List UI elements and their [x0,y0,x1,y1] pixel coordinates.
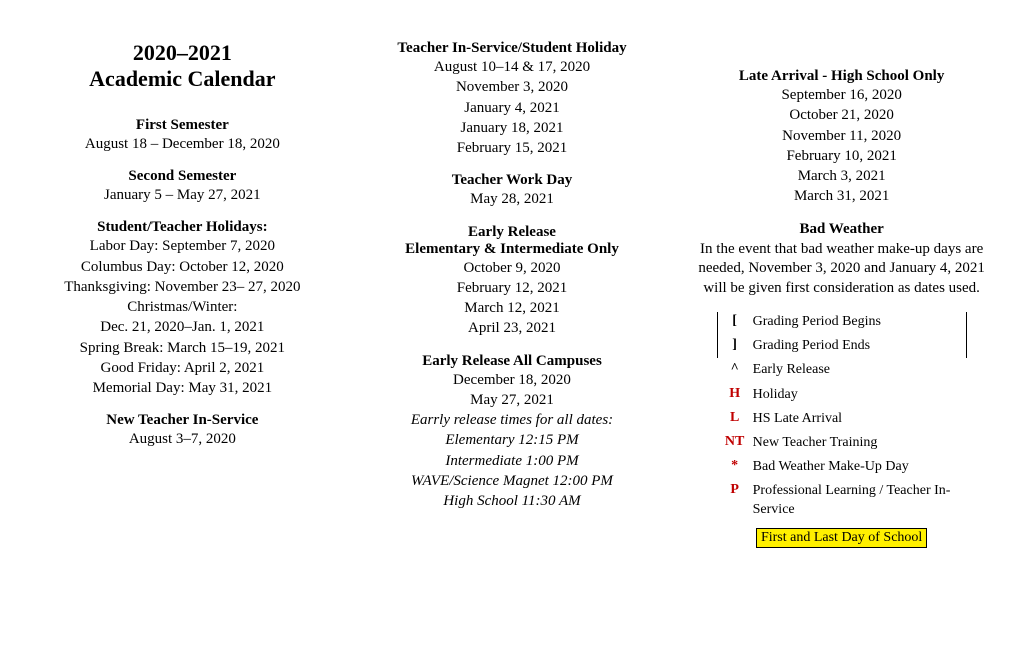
highlight-row: First and Last Day of School [685,522,998,548]
main-title: 2020–2021 Academic Calendar [26,40,339,93]
title-line-1: 2020–2021 [26,40,339,66]
holiday-line: Dec. 21, 2020–Jan. 1, 2021 [26,317,339,337]
legend-right-bar [966,312,967,358]
late-arrival-date: February 10, 2021 [685,146,998,166]
legend-row: NTNew Teacher Training [717,431,967,455]
early-release-time: Earrly release times for all dates: [356,410,669,430]
inservice-heading: Teacher In-Service/Student Holiday [356,40,669,57]
early-release-elem-list: October 9, 2020February 12, 2021March 12… [356,258,669,339]
first-semester-dates: August 18 – December 18, 2020 [26,134,339,154]
early-release-time: Intermediate 1:00 PM [356,451,669,471]
late-arrival-heading: Late Arrival - High School Only [685,68,998,85]
early-release-time: WAVE/Science Magnet 12:00 PM [356,471,669,491]
holidays-heading: Student/Teacher Holidays: [26,219,339,236]
early-release-time: Elementary 12:15 PM [356,430,669,450]
holiday-line: Thanksgiving: November 23– 27, 2020 [26,277,339,297]
legend-symbol: [ [717,313,753,329]
first-last-day-highlight: First and Last Day of School [756,528,927,548]
early-release-elem-date: March 12, 2021 [356,298,669,318]
inservice-date: January 4, 2021 [356,98,669,118]
early-release-all-list: December 18, 2020May 27, 2021 [356,370,669,411]
late-arrival-date: March 3, 2021 [685,166,998,186]
late-arrival-list: September 16, 2020October 21, 2020Novemb… [685,85,998,207]
new-teacher-dates: August 3–7, 2020 [26,429,339,449]
early-release-elem-heading-2: Elementary & Intermediate Only [356,241,669,258]
holiday-line: Labor Day: September 7, 2020 [26,236,339,256]
legend-symbol: H [717,386,753,402]
legend-label: Bad Weather Make-Up Day [753,458,967,476]
early-release-elem-date: February 12, 2021 [356,278,669,298]
legend-row: ]Grading Period Ends [717,334,967,358]
late-arrival-date: November 11, 2020 [685,126,998,146]
bad-weather-heading: Bad Weather [685,221,998,238]
early-release-all-heading: Early Release All Campuses [356,353,669,370]
new-teacher-heading: New Teacher In-Service [26,412,339,429]
early-release-elem-date: April 23, 2021 [356,318,669,338]
legend-label: Early Release [753,361,967,379]
inservice-date: November 3, 2020 [356,77,669,97]
holiday-line: Columbus Day: October 12, 2020 [26,257,339,277]
title-line-2: Academic Calendar [26,66,339,92]
holiday-line: Christmas/Winter: [26,297,339,317]
early-release-times-list: Earrly release times for all dates:Eleme… [356,410,669,511]
legend-symbol: ] [717,337,753,353]
legend-label: Professional Learning / Teacher In-Servi… [753,482,967,518]
legend-row: PProfessional Learning / Teacher In-Serv… [717,479,967,521]
second-semester-heading: Second Semester [26,168,339,185]
legend-label: Grading Period Ends [753,337,967,355]
legend-row: ^Early Release [717,358,967,382]
columns-container: 2020–2021 Academic Calendar First Semest… [20,40,1004,640]
legend-row: [Grading Period Begins [717,310,967,334]
legend-symbol: NT [717,434,753,450]
early-release-all-date: December 18, 2020 [356,370,669,390]
legend-row: HHoliday [717,383,967,407]
inservice-date: January 18, 2021 [356,118,669,138]
legend-symbol: P [717,482,753,498]
legend-label: HS Late Arrival [753,410,967,428]
late-arrival-date: September 16, 2020 [685,85,998,105]
legend-label: New Teacher Training [753,434,967,452]
late-arrival-date: October 21, 2020 [685,105,998,125]
workday-date: May 28, 2021 [356,189,669,209]
legend-left-bar [717,312,718,358]
workday-heading: Teacher Work Day [356,172,669,189]
legend: [Grading Period Begins]Grading Period En… [717,310,967,522]
inservice-date: August 10–14 & 17, 2020 [356,57,669,77]
legend-symbol: * [717,458,753,474]
holiday-line: Spring Break: March 15–19, 2021 [26,338,339,358]
first-semester-heading: First Semester [26,117,339,134]
early-release-elem-heading-1: Early Release [356,224,669,241]
column-2: Teacher In-Service/Student Holiday Augus… [350,40,675,640]
early-release-elem-date: October 9, 2020 [356,258,669,278]
holiday-line: Good Friday: April 2, 2021 [26,358,339,378]
early-release-time: High School 11:30 AM [356,491,669,511]
legend-label: Grading Period Begins [753,313,967,331]
legend-label: Holiday [753,386,967,404]
column-1: 2020–2021 Academic Calendar First Semest… [20,40,345,640]
legend-symbol: ^ [717,361,753,377]
legend-row: LHS Late Arrival [717,407,967,431]
early-release-all-date: May 27, 2021 [356,390,669,410]
legend-row: *Bad Weather Make-Up Day [717,455,967,479]
late-arrival-date: March 31, 2021 [685,186,998,206]
inservice-list: August 10–14 & 17, 2020November 3, 2020J… [356,57,669,158]
inservice-date: February 15, 2021 [356,138,669,158]
holidays-list: Labor Day: September 7, 2020Columbus Day… [26,236,339,398]
column-3: Late Arrival - High School Only Septembe… [679,40,1004,640]
second-semester-dates: January 5 – May 27, 2021 [26,185,339,205]
bad-weather-paragraph: In the event that bad weather make-up da… [685,240,998,299]
legend-symbol: L [717,410,753,426]
holiday-line: Memorial Day: May 31, 2021 [26,378,339,398]
